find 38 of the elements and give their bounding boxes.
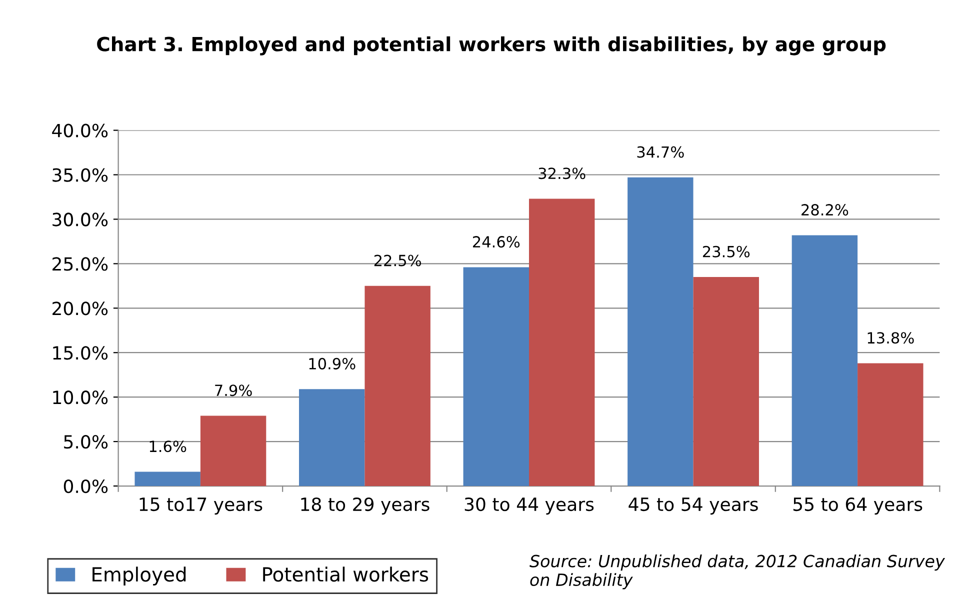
chart-title: Chart 3. Employed and potential workers with disabilities, by age group [97, 36, 886, 56]
bar [858, 363, 924, 486]
data-label: 28.2% [802, 204, 848, 216]
x-tick-label: 18 to 29 years [301, 497, 430, 515]
y-tick-label: 25.0% [52, 257, 108, 271]
bar [693, 277, 759, 486]
y-tick-label: 20.0% [52, 302, 108, 316]
bar [792, 235, 858, 486]
x-tick-label: 45 to 54 years [628, 498, 758, 515]
data-label: 13.8% [868, 332, 914, 344]
y-tick-label: 5.0% [64, 435, 108, 449]
data-label: 22.5% [374, 254, 421, 266]
legend-label: Employed [92, 566, 186, 586]
x-tick-label: 30 to 44 years [464, 497, 594, 515]
y-tick-label: 15.0% [53, 346, 108, 360]
bar [364, 286, 430, 486]
x-tick-label: 15 to17 years [140, 498, 262, 515]
bar [200, 416, 266, 486]
y-tick-label: 40.0% [52, 124, 108, 138]
data-label: 34.7% [637, 146, 684, 158]
source-note: Source: Unpublished data, 2012 Canadian Survey on Disability [530, 554, 946, 590]
data-label: 24.6% [472, 236, 520, 248]
y-tick-label: 0.0% [64, 479, 108, 494]
bar [463, 267, 529, 486]
y-tick-label: 35.0% [52, 168, 108, 182]
data-label: 1.6% [150, 440, 186, 452]
bar [628, 177, 694, 486]
bar [134, 472, 200, 486]
bar [299, 389, 365, 486]
data-label: 23.5% [702, 246, 750, 258]
y-tick-label: 30.0% [52, 212, 108, 226]
data-label: 7.9% [215, 384, 252, 396]
y-tick-label: 10.0% [53, 390, 108, 404]
legend-label: Potential workers [263, 566, 428, 582]
bar [528, 198, 595, 486]
x-tick-label: 55 to 64 years [793, 497, 922, 515]
data-label: 32.3% [538, 168, 586, 180]
data-label: 10.9% [309, 358, 356, 370]
